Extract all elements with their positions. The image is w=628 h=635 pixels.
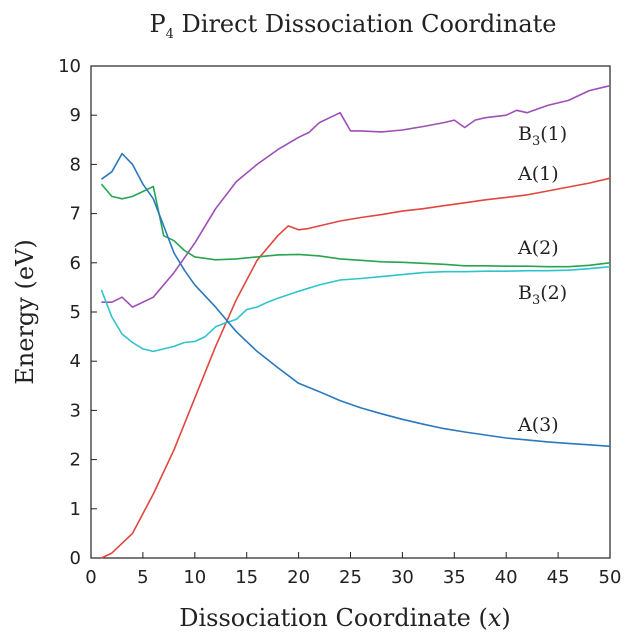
y-tick-label: 2 [70, 450, 81, 471]
y-axis-ticks: 0 1 2 3 4 5 6 7 8 9 10 [58, 56, 97, 569]
y-tick-label: 0 [70, 548, 81, 569]
y-tick-label: 9 [70, 105, 81, 126]
x-tick-label: 5 [137, 567, 148, 588]
x-tick-label: 35 [443, 567, 466, 588]
series-label-b3-1: B3(1) [518, 123, 567, 149]
y-tick-label: 7 [70, 204, 81, 225]
y-tick-label: 5 [70, 302, 81, 323]
y-tick-label: 10 [58, 56, 81, 77]
y-tick-label: 1 [70, 499, 81, 520]
y-axis-label: Energy (eV) [11, 239, 39, 384]
series-label-b3-2: B3(2) [518, 282, 567, 308]
x-tick-label: 10 [183, 567, 206, 588]
series-line-a-2 [100, 183, 611, 268]
series-line-b3-1 [101, 84, 611, 308]
x-axis-ticks: 0 5 10 15 20 25 30 35 40 45 50 [85, 552, 621, 588]
series-line-a-3 [100, 152, 611, 448]
x-tick-label: 30 [391, 567, 414, 588]
series-label-a-1: A(1) [517, 163, 559, 185]
y-tick-label: 8 [70, 154, 81, 175]
series-labels: B3(1) A(1) A(2) B3(2) A(3) [517, 123, 567, 436]
chart-title: P4 Direct Dissociation Coordinate [149, 10, 556, 42]
x-tick-label: 40 [495, 567, 518, 588]
y-tick-label: 4 [70, 351, 81, 372]
x-tick-label: 20 [287, 567, 310, 588]
x-tick-label: 15 [235, 567, 258, 588]
y-tick-label: 6 [70, 253, 81, 274]
y-tick-label: 3 [70, 400, 81, 421]
x-tick-label: 45 [547, 567, 570, 588]
series-label-a-2: A(2) [517, 237, 559, 259]
x-tick-label: 0 [85, 567, 96, 588]
x-axis-label: Dissociation Coordinate (x) [179, 604, 511, 632]
x-tick-label: 25 [339, 567, 362, 588]
series-line-a-1 [101, 177, 611, 559]
series-label-a-3: A(3) [517, 414, 559, 436]
series-line-b3-2 [100, 265, 611, 353]
x-tick-label: 50 [599, 567, 622, 588]
series-layer [100, 84, 611, 559]
